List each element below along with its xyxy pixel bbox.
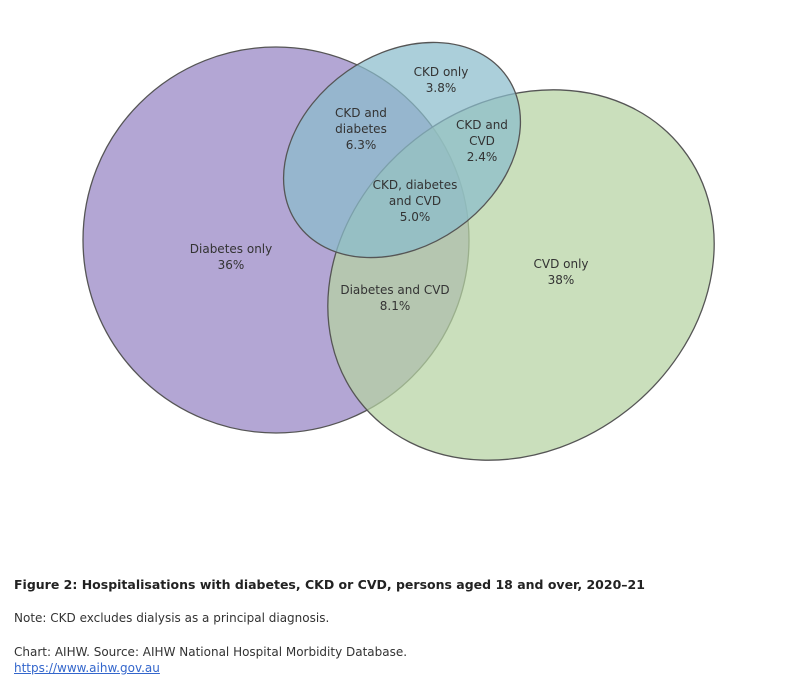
region-label: CKD and CVD 2.4% (454, 117, 510, 165)
note: Note: CKD excludes dialysis as a princip… (14, 611, 330, 625)
region-name: Diabetes and CVD (340, 283, 450, 297)
region-label: CKD only 3.8% (401, 64, 481, 96)
region-name: Diabetes only (189, 242, 273, 256)
source-link[interactable]: https://www.aihw.gov.au (14, 661, 160, 675)
region-label: CKD, diabetes and CVD 5.0% (369, 177, 461, 225)
region-label: Diabetes and CVD 8.1% (335, 282, 455, 314)
region-name: CKD only (413, 65, 469, 79)
region-value: 38% (547, 273, 575, 287)
region-value: 6.3% (345, 138, 377, 152)
set-ellipse (282, 41, 522, 259)
region-label: Diabetes only 36% (171, 241, 291, 273)
region-value: 5.0% (399, 210, 431, 224)
region-value: 8.1% (379, 299, 411, 313)
region-name: CKD, diabetes and CVD (372, 178, 458, 208)
region-label: CVD only 38% (521, 256, 601, 288)
region-value: 36% (217, 258, 245, 272)
venn-diagram (82, 41, 715, 461)
source: Chart: AIHW. Source: AIHW National Hospi… (14, 645, 408, 659)
region-label: CKD and diabetes 6.3% (330, 105, 392, 153)
chart-title: Figure 2: Hospitalisations with diabetes… (14, 577, 645, 592)
region-value: 2.4% (466, 150, 498, 164)
region-name: CKD and CVD (456, 118, 508, 148)
region-name: CVD only (533, 257, 589, 271)
region-name: CKD and diabetes (335, 106, 387, 136)
region-value: 3.8% (425, 81, 457, 95)
